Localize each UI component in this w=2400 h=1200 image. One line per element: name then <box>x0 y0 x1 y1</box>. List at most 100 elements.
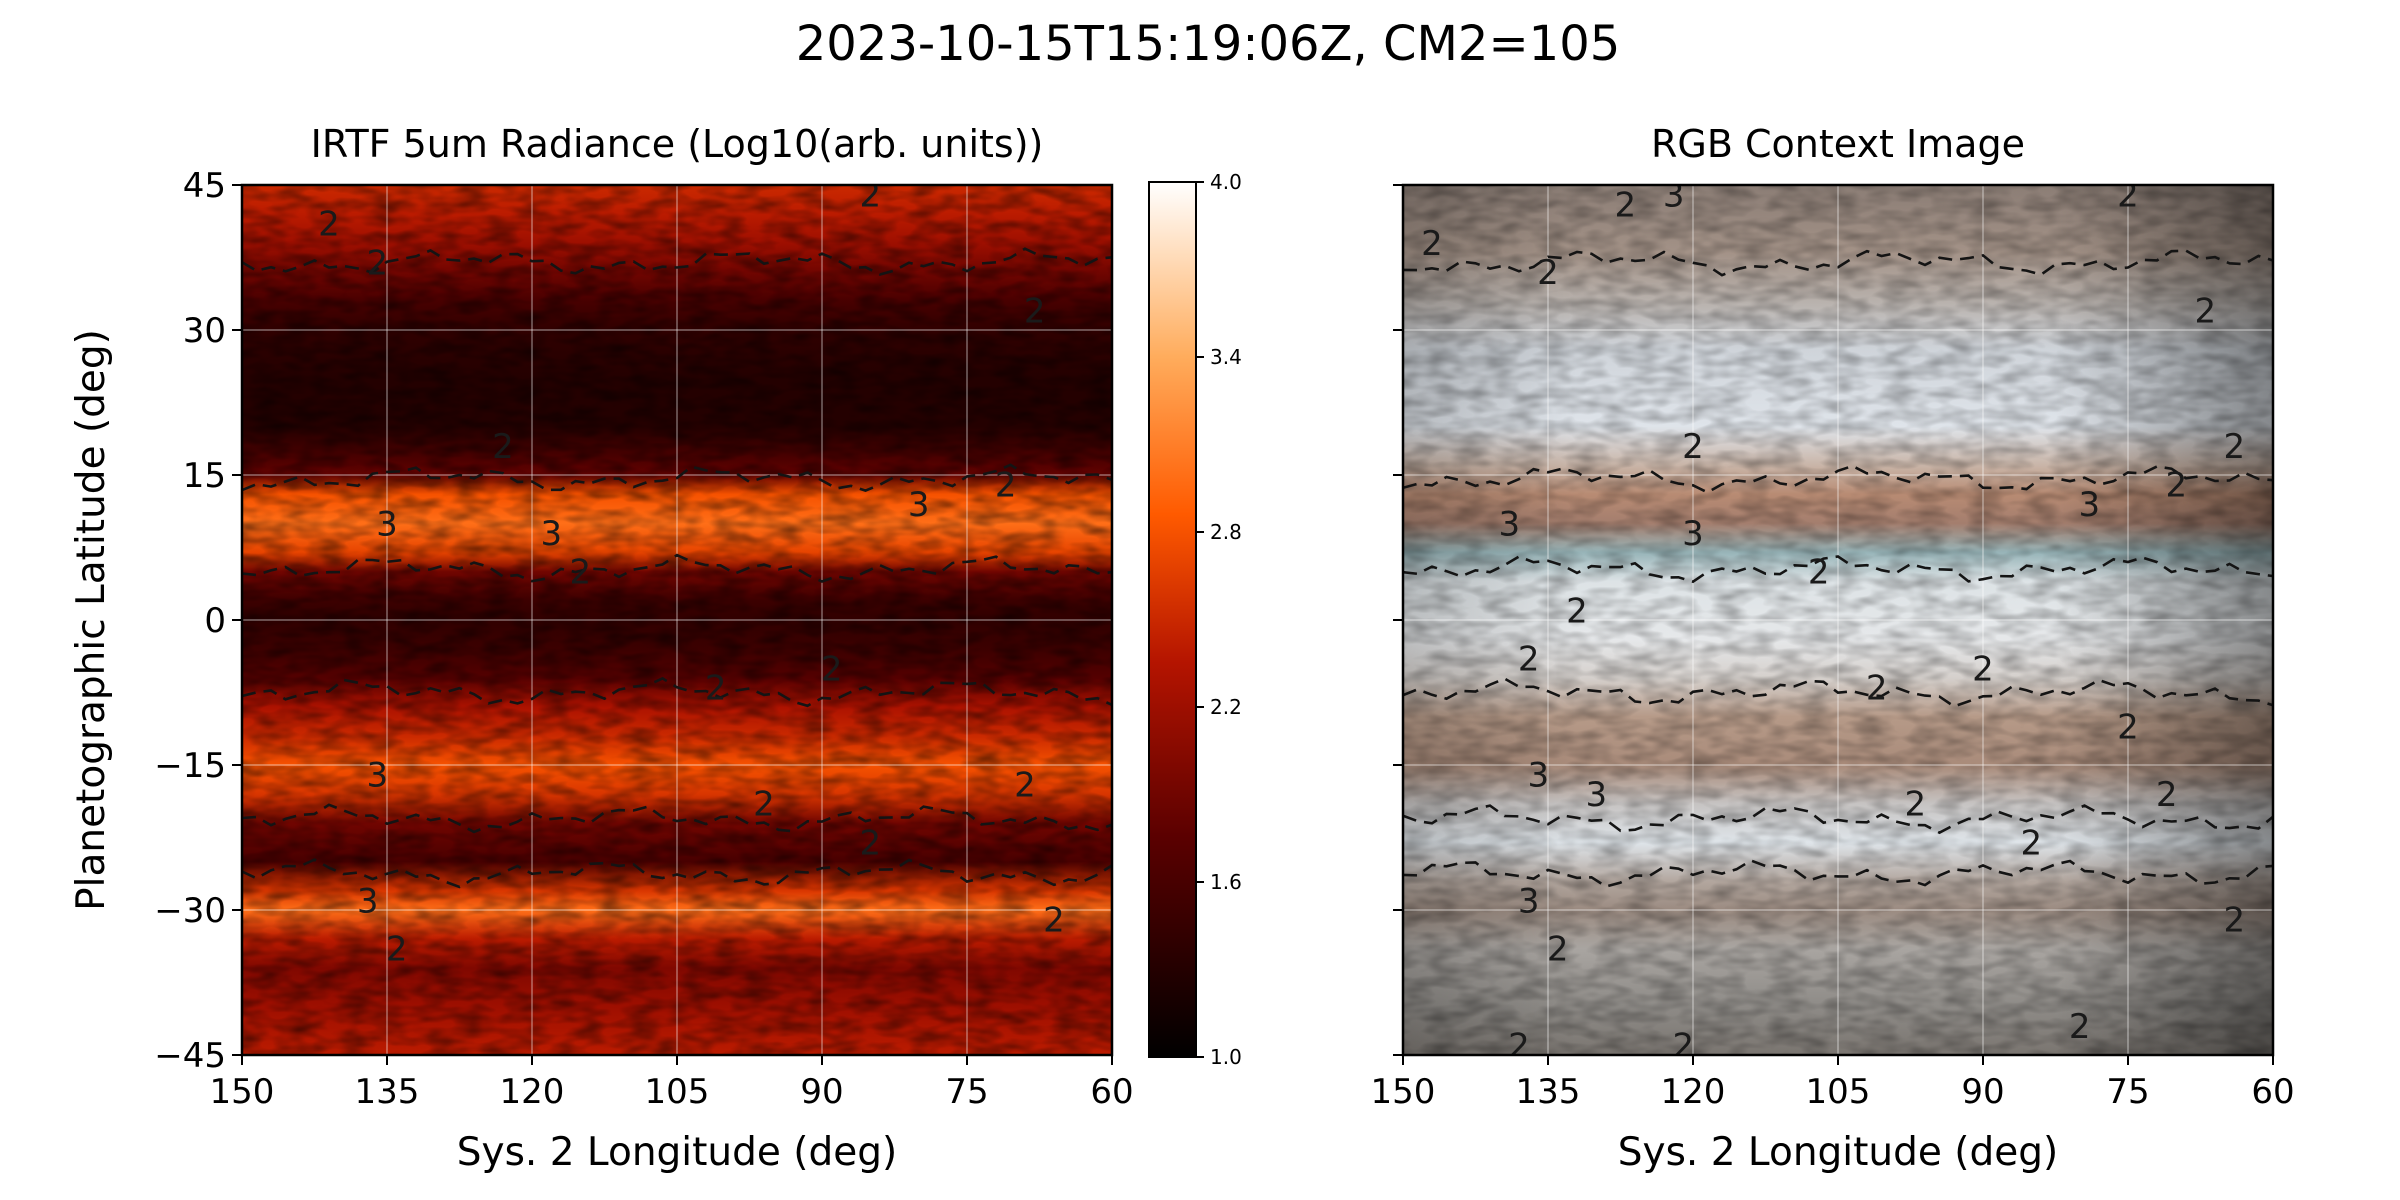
contour-label: 2 <box>821 649 843 689</box>
contour-label: 2 <box>1547 930 1569 970</box>
x-tick-label: 120 <box>500 1072 565 1112</box>
left-panel-5um-radiance: IRTF 5um Radiance (Log10(arb. units)) 22… <box>69 122 1134 1175</box>
left-gridlines <box>242 185 1112 1055</box>
contour-label: 2 <box>2156 775 2178 815</box>
x-tick-label: 105 <box>1806 1072 1871 1112</box>
x-tick-label: 120 <box>1661 1072 1726 1112</box>
contour-label: 2 <box>1905 785 1927 825</box>
x-tick-label: 105 <box>645 1072 710 1112</box>
colorbar-tick-label: 3.4 <box>1210 345 1242 369</box>
contour-line <box>1403 804 2273 835</box>
x-tick-label: 90 <box>800 1072 843 1112</box>
left-panel-title: IRTF 5um Radiance (Log10(arb. units)) <box>311 122 1044 166</box>
contour-label: 2 <box>2069 1007 2091 1047</box>
x-tick-label: 90 <box>1961 1072 2004 1112</box>
left-y-ticks: 45 30 15 0 −15 −30 −45 <box>154 166 242 1076</box>
contour-label: 2 <box>570 553 592 593</box>
contour-label: 2 <box>1972 649 1994 689</box>
x-tick-label: 75 <box>945 1072 988 1112</box>
contour-label: 2 <box>2166 466 2188 506</box>
contour-label: 2 <box>1421 224 1443 264</box>
colorbar-tick-label: 4.0 <box>1210 170 1242 194</box>
contour-label: 3 <box>1663 176 1685 216</box>
contour-label: 2 <box>1024 292 1046 332</box>
contour-label: 2 <box>2224 427 2246 467</box>
contour-label: 3 <box>1682 514 1704 554</box>
contour-label: 2 <box>1866 669 1888 709</box>
left-x-axis-label: Sys. 2 Longitude (deg) <box>457 1130 897 1175</box>
contour-label: 3 <box>2079 485 2101 525</box>
contour-line <box>1403 249 2273 277</box>
contour-line <box>242 676 1112 708</box>
right-y-ticks <box>1393 184 1403 1056</box>
contour-line <box>242 247 1112 276</box>
y-axis-label: Planetographic Latitude (deg) <box>69 329 114 911</box>
contour-label: 2 <box>1014 765 1036 805</box>
y-tick-label: 45 <box>183 166 226 206</box>
contour-label: 2 <box>860 176 882 216</box>
contour-label: 3 <box>541 514 563 554</box>
contour-label: 2 <box>2195 292 2217 332</box>
x-tick-label: 75 <box>2106 1072 2149 1112</box>
x-tick-label: 150 <box>1371 1072 1436 1112</box>
right-x-ticks: 150 135 120 105 90 75 60 <box>1371 1055 2295 1112</box>
contour-label: 2 <box>2117 176 2139 216</box>
contour-label: 2 <box>1808 553 1830 593</box>
y-tick-label: −30 <box>154 891 226 931</box>
right-panel-title: RGB Context Image <box>1651 122 2025 166</box>
contour-label: 3 <box>1528 756 1550 796</box>
figure-title: 2023-10-15T15:19:06Z, CM2=105 <box>796 16 1621 72</box>
contour-label: 2 <box>2117 707 2139 747</box>
x-tick-label: 150 <box>210 1072 275 1112</box>
contour-label: 3 <box>376 504 398 544</box>
contour-label: 2 <box>1508 1026 1530 1066</box>
left-contour-lines <box>242 247 1112 889</box>
y-tick-label: 15 <box>183 456 226 496</box>
contour-label: 2 <box>1043 901 1065 941</box>
contour-label: 2 <box>705 669 727 709</box>
contour-label: 2 <box>1615 185 1637 225</box>
right-x-axis-label: Sys. 2 Longitude (deg) <box>1618 1130 2058 1175</box>
contour-line <box>1403 464 2273 494</box>
x-tick-label: 135 <box>355 1072 420 1112</box>
contour-label: 2 <box>1566 591 1588 631</box>
colorbar-tick-label: 2.2 <box>1210 695 1242 719</box>
contour-label: 2 <box>367 243 389 283</box>
contour-line <box>1403 677 2273 708</box>
x-tick-label: 60 <box>2251 1072 2294 1112</box>
contour-label: 2 <box>860 823 882 863</box>
y-tick-label: 30 <box>183 311 226 351</box>
colorbar-tick-label: 1.0 <box>1210 1045 1242 1069</box>
x-tick-label: 135 <box>1516 1072 1581 1112</box>
contour-line <box>242 858 1112 889</box>
contour-label: 3 <box>357 881 379 921</box>
y-tick-label: 0 <box>204 601 226 641</box>
colorbar-tick-label: 2.8 <box>1210 520 1242 544</box>
contour-label: 3 <box>1586 775 1608 815</box>
contour-line <box>1403 859 2273 888</box>
contour-line <box>1403 555 2273 584</box>
contour-label: 2 <box>2021 823 2043 863</box>
contour-label: 2 <box>2224 901 2246 941</box>
right-contour-lines <box>1403 249 2273 888</box>
x-tick-label: 60 <box>1090 1072 1133 1112</box>
colorbar-ticks: 4.0 3.4 2.8 2.2 1.6 1.0 <box>1196 170 1242 1069</box>
contour-label: 2 <box>1682 427 1704 467</box>
contour-label: 3 <box>1499 504 1521 544</box>
contour-label: 2 <box>318 205 340 245</box>
contour-label: 2 <box>995 466 1017 506</box>
colorbar: 4.0 3.4 2.8 2.2 1.6 1.0 <box>1148 170 1242 1069</box>
contour-label: 2 <box>753 785 775 825</box>
contour-line <box>242 463 1112 492</box>
colorbar-gradient <box>1148 181 1197 1058</box>
contour-label: 2 <box>1673 1026 1695 1066</box>
contour-line <box>242 553 1112 583</box>
left-x-ticks: 150 135 120 105 90 75 60 <box>210 1055 1134 1112</box>
contour-label: 2 <box>1518 640 1540 680</box>
